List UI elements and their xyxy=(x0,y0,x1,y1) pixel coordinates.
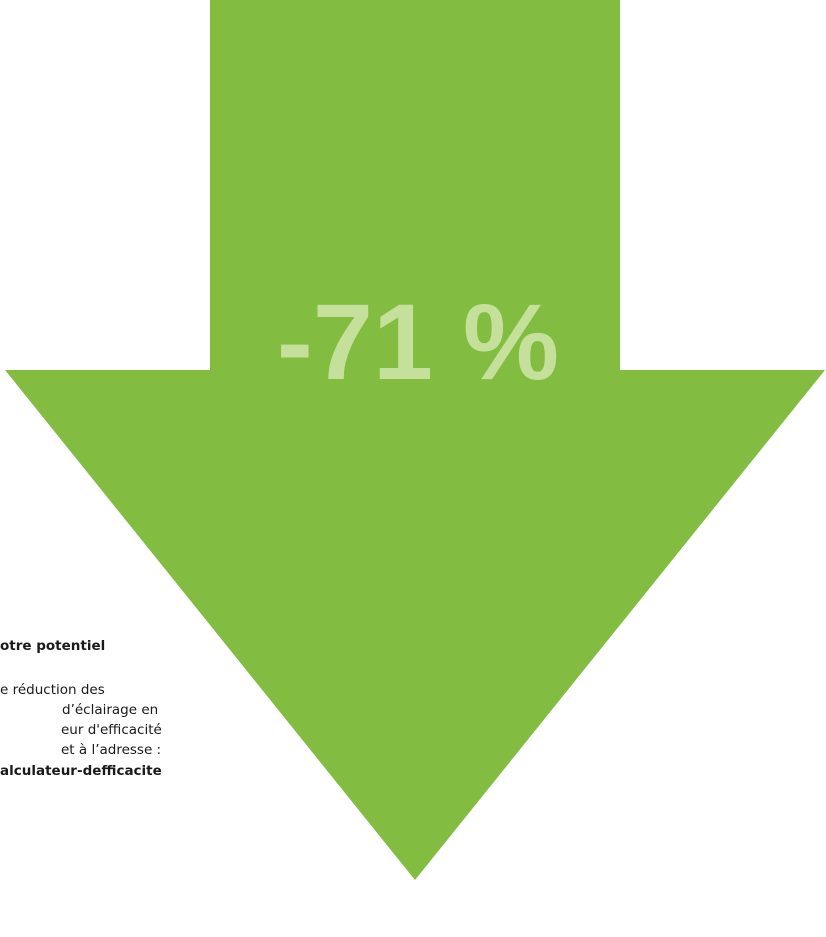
note-line: e réduction des xyxy=(0,682,105,698)
note-title: otre potentiel xyxy=(0,638,105,654)
note-link: alculateur-defficacite xyxy=(0,763,162,779)
note-line: eur d'efficacité xyxy=(61,722,162,738)
headline: -71 % xyxy=(277,281,559,402)
down-arrow xyxy=(5,0,825,880)
note-line: et à l’adresse : xyxy=(61,742,161,758)
note-line: d’éclairage en xyxy=(62,702,158,718)
